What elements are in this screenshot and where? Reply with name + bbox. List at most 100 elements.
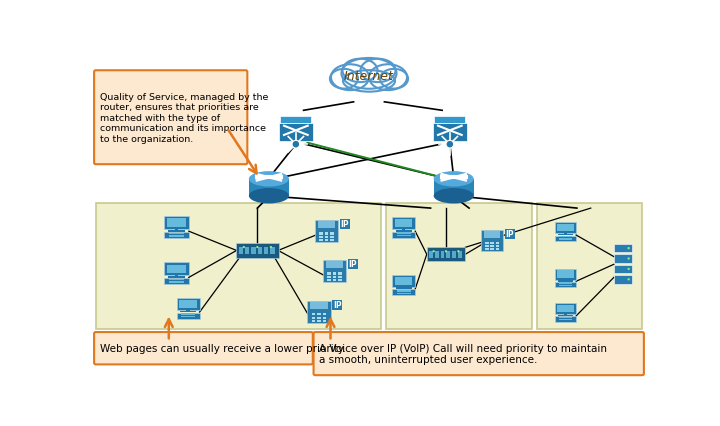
Bar [490,249,494,250]
Bar [264,247,269,255]
Bar [333,276,336,278]
FancyBboxPatch shape [559,320,572,321]
Bar [330,240,334,242]
Bar [330,236,334,239]
Bar [485,242,489,244]
Circle shape [446,141,454,149]
FancyBboxPatch shape [433,179,474,196]
FancyBboxPatch shape [281,117,311,124]
Ellipse shape [331,65,369,91]
Ellipse shape [380,70,408,89]
FancyBboxPatch shape [434,117,465,124]
FancyBboxPatch shape [179,300,197,308]
Bar [338,279,342,282]
FancyBboxPatch shape [164,263,189,276]
Circle shape [628,248,630,250]
Bar [319,240,323,242]
FancyBboxPatch shape [323,261,346,283]
FancyBboxPatch shape [386,203,532,329]
FancyBboxPatch shape [279,124,312,142]
Text: Internet: Internet [344,70,394,83]
FancyBboxPatch shape [392,290,415,296]
Bar [325,233,328,235]
FancyBboxPatch shape [94,332,312,365]
FancyBboxPatch shape [397,235,410,236]
Bar [338,276,342,278]
FancyBboxPatch shape [395,277,413,285]
Bar [325,236,328,239]
Ellipse shape [433,172,474,187]
FancyBboxPatch shape [559,285,572,286]
FancyBboxPatch shape [164,278,189,285]
Ellipse shape [249,189,289,204]
FancyBboxPatch shape [559,283,572,284]
FancyBboxPatch shape [564,314,567,315]
FancyBboxPatch shape [168,276,185,278]
Ellipse shape [343,60,377,83]
Text: IP: IP [348,260,357,269]
FancyBboxPatch shape [174,275,179,277]
FancyBboxPatch shape [402,287,405,288]
Bar [327,273,330,275]
FancyBboxPatch shape [167,265,186,273]
FancyBboxPatch shape [614,265,632,273]
FancyBboxPatch shape [325,262,343,268]
FancyBboxPatch shape [554,269,576,280]
Circle shape [433,250,435,253]
FancyBboxPatch shape [433,124,467,142]
Ellipse shape [341,59,397,89]
Bar [452,251,456,258]
FancyBboxPatch shape [564,279,567,281]
FancyBboxPatch shape [614,245,632,253]
FancyBboxPatch shape [314,332,644,375]
FancyBboxPatch shape [554,317,576,322]
Ellipse shape [343,71,395,92]
FancyBboxPatch shape [557,305,574,312]
FancyBboxPatch shape [310,302,328,309]
Bar [330,233,334,235]
Bar [490,245,494,248]
FancyBboxPatch shape [169,236,184,237]
Bar [495,249,499,250]
FancyBboxPatch shape [554,303,576,314]
FancyBboxPatch shape [557,271,574,278]
FancyBboxPatch shape [397,293,410,294]
Text: Web pages can usually receive a lower priority.: Web pages can usually receive a lower pr… [99,343,346,354]
Circle shape [243,246,245,249]
FancyBboxPatch shape [554,282,576,288]
FancyBboxPatch shape [558,315,573,317]
Text: Quality of Service, managed by the
router, ensures that priorities are
matched w: Quality of Service, managed by the route… [99,93,268,143]
Text: A Voice over IP (VoIP) Call will need priority to maintain
a smooth, uninterrupt: A Voice over IP (VoIP) Call will need pr… [319,343,607,365]
Bar [446,251,450,258]
Bar [485,245,489,248]
Bar [485,249,489,250]
Bar [271,247,275,255]
FancyBboxPatch shape [169,233,184,234]
FancyBboxPatch shape [181,314,195,315]
FancyBboxPatch shape [96,203,382,329]
Ellipse shape [433,189,474,204]
Circle shape [457,250,459,253]
FancyBboxPatch shape [557,225,574,232]
FancyBboxPatch shape [176,299,199,311]
FancyBboxPatch shape [484,232,500,238]
FancyBboxPatch shape [614,255,632,263]
FancyBboxPatch shape [558,234,573,236]
FancyBboxPatch shape [169,282,184,283]
Bar [458,251,462,258]
Text: IP: IP [341,220,349,229]
Circle shape [628,268,630,271]
Bar [319,236,323,239]
Bar [323,320,326,322]
Bar [495,242,499,244]
Circle shape [628,258,630,260]
FancyBboxPatch shape [236,243,279,259]
Ellipse shape [361,60,395,83]
FancyBboxPatch shape [554,236,576,242]
FancyBboxPatch shape [164,232,189,239]
Bar [333,279,336,282]
FancyBboxPatch shape [315,221,338,243]
Circle shape [270,246,272,249]
FancyBboxPatch shape [537,203,642,329]
FancyBboxPatch shape [168,230,185,232]
